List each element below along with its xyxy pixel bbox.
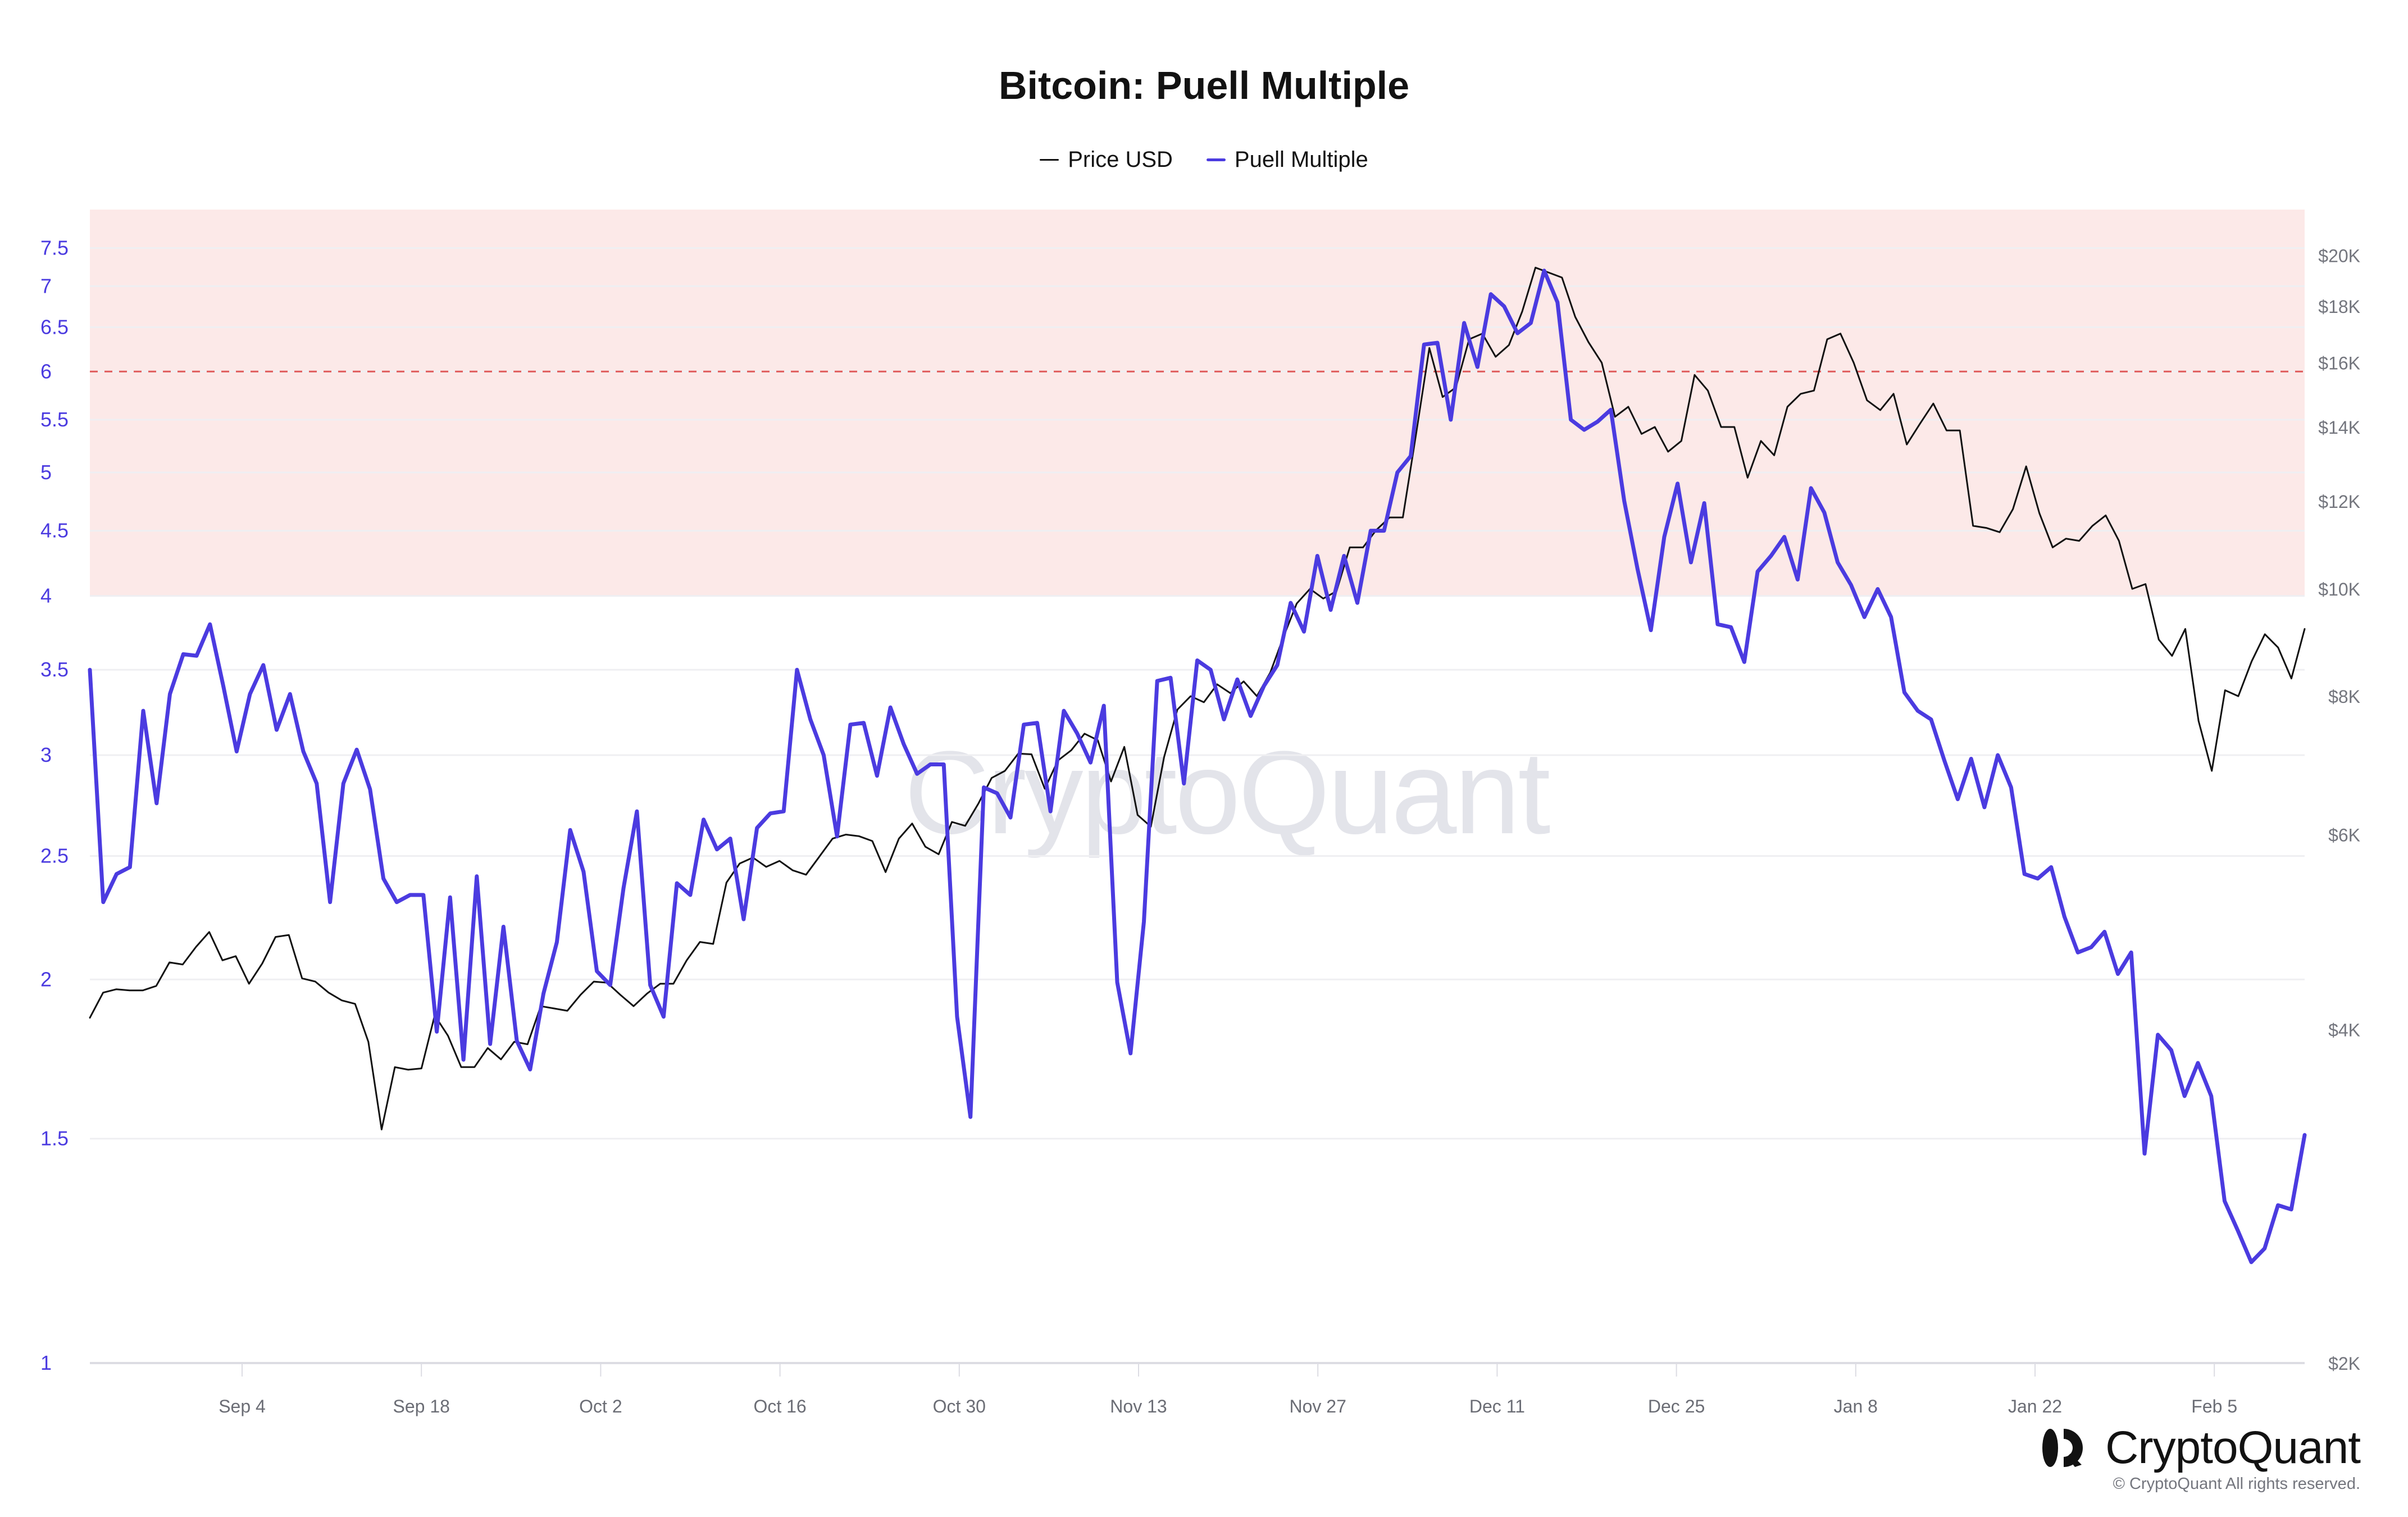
y-tick-right: $16K [2318, 353, 2360, 374]
y-tick-right: $2K [2328, 1354, 2360, 1374]
y-tick-left: 3.5 [40, 658, 69, 681]
x-tick-label: Jan 8 [1834, 1396, 1878, 1416]
x-tick-label: Sep 18 [393, 1396, 449, 1416]
legend-swatch-price [1040, 159, 1059, 161]
x-tick-label: Feb 5 [2191, 1396, 2237, 1416]
y-tick-left: 4.5 [40, 519, 69, 542]
y-tick-left: 2 [40, 968, 52, 991]
y-tick-left: 2.5 [40, 844, 69, 867]
x-tick-label: Nov 13 [1110, 1396, 1167, 1416]
legend-label-price: Price USD [1068, 147, 1173, 172]
y-tick-left: 6.5 [40, 315, 69, 338]
y-tick-left: 3 [40, 743, 52, 766]
legend-item-price[interactable]: Price USD [1040, 147, 1173, 172]
legend: Price USD Puell Multiple [0, 147, 2408, 172]
y-tick-left: 1.5 [40, 1127, 69, 1150]
x-tick-label: Dec 11 [1469, 1396, 1525, 1416]
y-tick-right: $18K [2318, 297, 2360, 317]
overheated-zone [90, 210, 2305, 596]
x-tick-label: Oct 2 [579, 1396, 622, 1416]
price-usd-line[interactable] [89, 266, 2306, 1130]
y-tick-left: 6 [40, 360, 52, 383]
x-tick-label: Oct 16 [753, 1396, 806, 1416]
y-tick-left: 5.5 [40, 408, 69, 431]
x-tick-label: Dec 25 [1648, 1396, 1705, 1416]
y-tick-left: 1 [40, 1351, 52, 1374]
copyright-text: © CryptoQuant All rights reserved. [2113, 1475, 2360, 1493]
puell-multiple-line[interactable] [88, 269, 2307, 1264]
x-tick-label: Nov 27 [1290, 1396, 1346, 1416]
x-tick-label: Oct 30 [933, 1396, 986, 1416]
y-tick-right: $12K [2318, 492, 2360, 512]
y-tick-right: $20K [2318, 246, 2360, 266]
y-tick-right: $14K [2318, 417, 2360, 438]
y-tick-right: $10K [2318, 579, 2360, 599]
x-tick-label: Jan 22 [2008, 1396, 2062, 1416]
y-tick-left: 4 [40, 584, 52, 607]
y-tick-left: 7 [40, 274, 52, 297]
legend-swatch-puell [1206, 158, 1226, 161]
y-tick-right: $4K [2328, 1020, 2360, 1041]
y-tick-left: 5 [40, 461, 52, 484]
x-tick-label: Sep 4 [219, 1396, 266, 1416]
cryptoquant-logo-icon [2042, 1429, 2083, 1467]
y-tick-right: $8K [2328, 687, 2360, 707]
brand-name: CryptoQuant [2105, 1422, 2361, 1473]
chart-title: Bitcoin: Puell Multiple [998, 63, 1410, 107]
y-tick-left: 7.5 [40, 236, 69, 259]
legend-item-puell[interactable]: Puell Multiple [1206, 147, 1368, 172]
brand-logo: CryptoQuant [2041, 1421, 2361, 1474]
legend-label-puell: Puell Multiple [1234, 147, 1368, 172]
y-tick-right: $6K [2328, 825, 2360, 845]
